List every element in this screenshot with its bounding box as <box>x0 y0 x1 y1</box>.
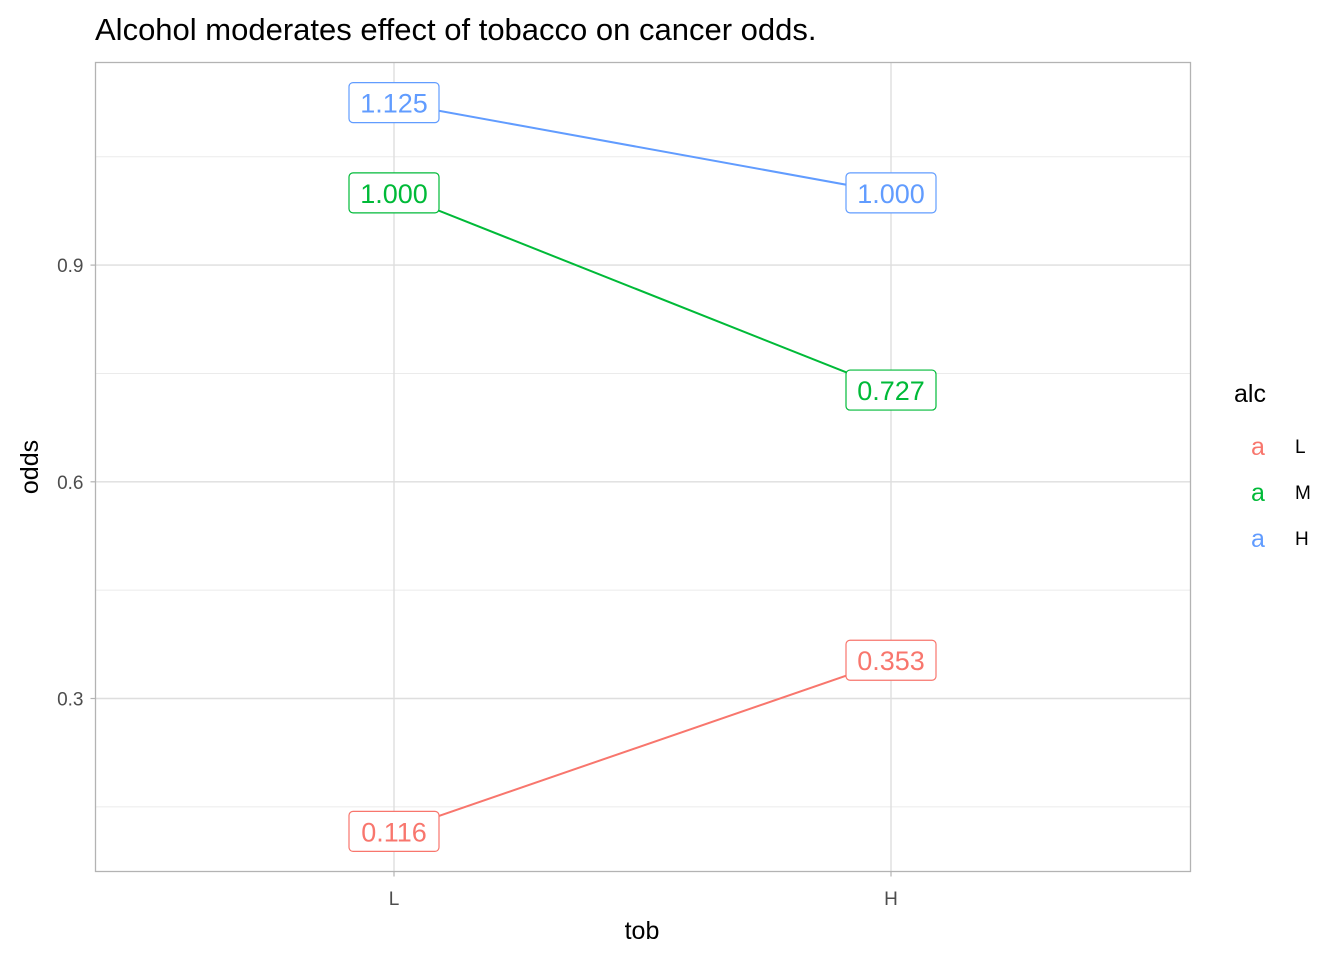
axis-ticks: 0.3 0.6 0.9 L H <box>57 256 898 910</box>
legend-key: a <box>1251 433 1265 461</box>
data-label-h: 1.125 <box>348 81 440 124</box>
legend-key: a <box>1251 479 1265 507</box>
data-label-h: 1.000 <box>845 172 937 214</box>
data-label-text: 1.125 <box>360 89 428 119</box>
series-line-l <box>393 659 892 833</box>
x-tick-label: L <box>389 889 400 910</box>
legend-key: a <box>1251 525 1265 553</box>
data-label-text: 0.116 <box>361 817 427 847</box>
data-label-text: 0.353 <box>857 646 925 676</box>
plot-panel-border <box>94 61 1192 873</box>
data-label-l: 0.353 <box>845 639 937 681</box>
data-label-text: 0.727 <box>857 376 925 406</box>
data-label-text: 1.000 <box>360 179 428 209</box>
legend-label: L <box>1295 437 1306 458</box>
series-line-m <box>393 191 892 392</box>
plot-panel-background <box>95 62 1191 872</box>
data-label-l: 0.116 <box>348 810 440 853</box>
x-axis-title: tob <box>625 917 660 945</box>
chart-title: Alcohol moderates effect of tobacco on c… <box>95 12 816 47</box>
legend-label: M <box>1295 483 1311 504</box>
y-tick-label: 0.3 <box>57 690 83 711</box>
legend-title: alc <box>1234 380 1266 408</box>
data-labels: 0.116 0.353 1.000 0.727 1.125 1.000 <box>348 81 937 853</box>
data-label-box <box>845 639 937 681</box>
data-label-box <box>348 81 440 124</box>
legend-label: H <box>1295 529 1309 550</box>
grid-lines <box>95 62 1191 872</box>
y-tick-label: 0.6 <box>57 473 83 494</box>
data-label-box <box>845 369 937 411</box>
y-axis-title: odds <box>16 440 44 494</box>
x-tick-label: H <box>884 889 898 910</box>
data-label-m: 0.727 <box>845 369 937 411</box>
data-label-text: 1.000 <box>857 179 925 209</box>
series-line-h <box>393 101 892 194</box>
data-label-box <box>348 810 440 853</box>
data-label-box <box>348 172 440 214</box>
legend: alc a La Ma H <box>1234 380 1311 553</box>
series-lines <box>393 101 892 833</box>
y-tick-label: 0.9 <box>57 256 83 277</box>
legend-items: a La Ma H <box>1251 433 1311 553</box>
data-label-m: 1.000 <box>348 172 440 214</box>
data-label-box <box>845 172 937 214</box>
